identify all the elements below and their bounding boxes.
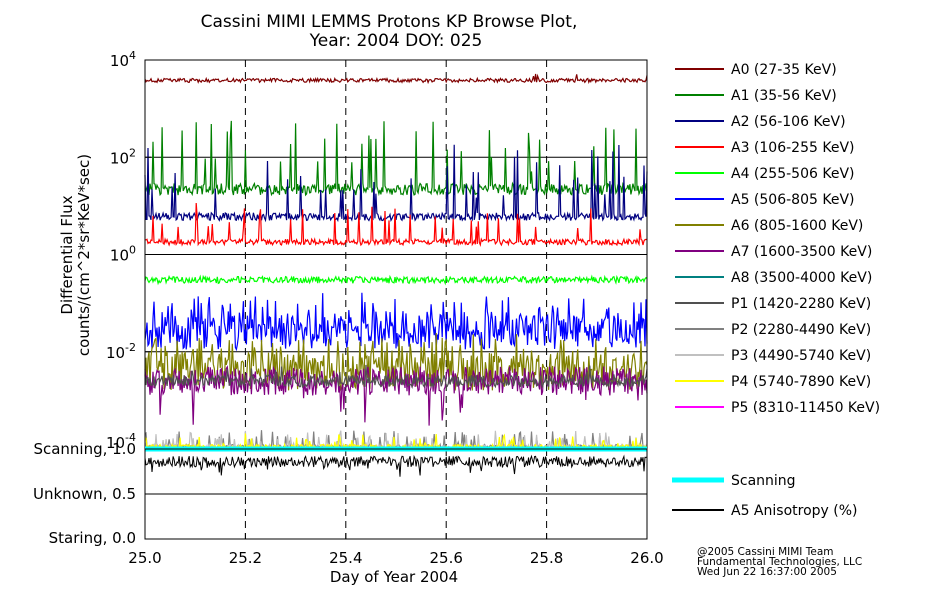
x-axis-title: Day of Year 2004 [330,568,458,586]
lower-plot-frame [144,448,648,540]
series-line [144,332,648,392]
credit-line-1: @2005 Cassini MIMI Team [697,546,834,558]
x-tick-label: 25.6 [429,549,462,567]
y-tick-label: 10-2 [106,341,136,362]
legend-label: A0 (27-35 KeV) [731,62,837,78]
legend-label: A8 (3500-4000 KeV) [731,270,872,286]
chart-title-line2: Year: 2004 DOY: 025 [309,31,483,51]
legend-label: A6 (805-1600 KeV) [731,218,863,234]
lower-legend-label: A5 Anisotropy (%) [731,503,858,519]
credit-line-2: Fundamental Technologies, LLC [697,556,862,568]
legend-label: P3 (4490-5740 KeV) [731,348,871,364]
y-axis-title-line2: counts/(cm^2*sr*KeV*sec) [75,154,93,356]
lower-y-labels: Scanning, 1.0 Unknown, 0.5 Staring, 0.0 [33,440,136,547]
y-axis-title: Differential Flux counts/(cm^2*sr*KeV*se… [58,154,93,356]
series-line [144,292,648,352]
x-tick-label: 25.2 [229,549,262,567]
lower-y-label: Scanning, 1.0 [33,440,136,458]
anisotropy-line [144,454,648,477]
y-tick-labels: 104 102 100 10-2 10-4 [106,49,151,452]
series-line [144,120,648,197]
series-line [144,274,648,286]
legend-label: A7 (1600-3500 KeV) [731,244,872,260]
legend-label: A5 (506-805 KeV) [731,192,854,208]
y-tick-label: 104 [110,49,136,70]
x-tick-label: 25.8 [530,549,563,567]
x-tick-labels: 25.0 25.2 25.4 25.6 25.8 26.0 [128,533,664,567]
legend-label: A2 (56-106 KeV) [731,114,846,130]
legend-label: P1 (1420-2280 KeV) [731,296,871,312]
y-tick-label: 102 [110,146,136,167]
series-layer [144,73,648,452]
legend-label: A3 (106-255 KeV) [731,140,854,156]
y-tick-label: 100 [110,244,136,265]
lower-series-layer [144,446,648,477]
y-tick-label: 10-4 [106,431,136,452]
x-tick-label: 25.0 [128,549,161,567]
legend: A0 (27-35 KeV) A1 (35-56 KeV) A2 (56-106 K… [675,62,880,416]
y-axis-title-line1: Differential Flux [58,195,76,314]
credit-line-3: Wed Jun 22 16:37:00 2005 [697,566,837,578]
lower-y-label: Staring, 0.0 [49,529,136,547]
series-line [144,144,648,223]
series-line [144,73,648,85]
credits: @2005 Cassini MIMI Team Fundamental Tech… [697,546,862,578]
series-line [144,202,648,247]
x-tick-label: 25.4 [329,549,362,567]
legend-label: A4 (255-506 KeV) [731,166,854,182]
legend-label: A1 (35-56 KeV) [731,88,837,104]
lower-legend-label: Scanning [731,473,796,489]
legend-label: P2 (2280-4490 KeV) [731,322,871,338]
x-tick-label: 26.0 [630,549,663,567]
legend-label: P4 (5740-7890 KeV) [731,374,871,390]
lower-legend: Scanning A5 Anisotropy (%) [672,473,858,519]
chart-title-line1: Cassini MIMI LEMMS Protons KP Browse Plo… [201,12,578,32]
legend-label: P5 (8310-11450 KeV) [731,400,880,416]
series-line [144,364,648,389]
lower-y-label: Unknown, 0.5 [33,485,136,503]
